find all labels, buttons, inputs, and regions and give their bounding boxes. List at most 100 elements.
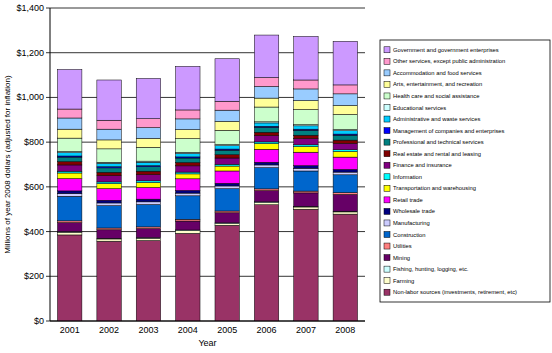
legend-swatch	[384, 208, 390, 214]
legend-label: Professional and technical services	[393, 139, 484, 145]
tick-mark	[46, 97, 50, 98]
legend-label: Health care and social assistance	[393, 93, 479, 99]
bar-segment	[294, 101, 318, 110]
bar-segment	[57, 221, 81, 223]
chart: $0$200$400$600$800$1,000$1,200$1,4002001…	[0, 0, 552, 353]
bar-segment	[294, 209, 318, 321]
tick-label: $1,200	[16, 48, 44, 58]
bar-segment	[57, 235, 81, 321]
bar-segment	[176, 130, 200, 139]
bar-segment	[176, 233, 200, 321]
legend-swatch	[384, 70, 390, 76]
legend-label: Transportation and warehousing	[393, 185, 476, 191]
legend-label: Management of companies and enterprises	[393, 128, 505, 134]
bar-segment	[176, 179, 200, 191]
bar-segment	[333, 131, 357, 134]
bar-segment	[333, 94, 357, 106]
tick-label: $600	[24, 182, 44, 192]
tick-label: $1,000	[16, 92, 44, 102]
bar-segment	[176, 66, 200, 110]
bar-segment	[57, 194, 81, 197]
bar-segment	[294, 166, 318, 169]
bar-segment	[136, 162, 160, 165]
bar-segment	[136, 202, 160, 205]
bar-segment	[136, 175, 160, 181]
bar-segment	[254, 132, 278, 135]
tick-mark	[46, 231, 50, 232]
category-label: 2006	[257, 325, 277, 335]
bar-segment	[97, 163, 121, 166]
bar-segment	[97, 230, 121, 238]
bar-segment	[176, 190, 200, 193]
bar-segment	[97, 140, 121, 149]
bar-segment	[136, 167, 160, 171]
legend-label: Finance and insurance	[393, 162, 452, 168]
bar-segment	[57, 171, 81, 173]
bar-segment	[254, 136, 278, 142]
legend-swatch	[384, 266, 390, 272]
legend-box	[380, 40, 550, 302]
bar-segment	[97, 168, 121, 172]
bar-segment	[254, 189, 278, 191]
bar-segment	[97, 172, 121, 175]
bar-segment	[215, 213, 239, 223]
bar-segment	[176, 196, 200, 219]
bar-segment	[136, 138, 160, 147]
bar-segment	[333, 172, 357, 175]
bar-segment	[97, 182, 121, 184]
bar-segment	[333, 140, 357, 143]
bar-segment	[254, 86, 278, 98]
bar-segment	[333, 175, 357, 193]
legend-label: Fishing, hunting, logging, etc.	[393, 266, 469, 272]
bar-segment	[97, 206, 121, 228]
bar-segment	[176, 166, 200, 172]
legend-label: Utilities	[393, 243, 412, 249]
bar-segment	[294, 147, 318, 153]
legend-swatch	[384, 105, 390, 111]
bar-segment	[97, 203, 121, 206]
bar-segment	[97, 189, 121, 201]
bar-segment	[254, 107, 278, 122]
bar-segment	[176, 154, 200, 157]
legend-label: Information	[393, 174, 422, 180]
bar-segment	[57, 153, 81, 156]
bar-segment	[294, 171, 318, 191]
bar-segment	[333, 194, 357, 211]
legend-label: Other services, except public administra…	[393, 58, 505, 64]
legend-label: Wholesale trade	[393, 208, 435, 214]
bar-segment	[215, 224, 239, 226]
bar-segment	[254, 35, 278, 77]
bar-segment	[215, 211, 239, 213]
tick-mark	[46, 276, 50, 277]
bar-segment	[57, 196, 81, 221]
bar-segment	[333, 41, 357, 85]
bar-segment	[97, 184, 121, 189]
tick-label: $200	[24, 271, 44, 281]
bar-segment	[176, 174, 200, 179]
y-axis-label: Millions of year 2008 dollars (adjusted …	[3, 75, 12, 254]
bar-segment	[333, 214, 357, 321]
bar-segment	[215, 121, 239, 130]
legend-label: Manufacturing	[393, 220, 430, 226]
bar-segment	[176, 193, 200, 196]
category-label: 2004	[178, 325, 198, 335]
category-label: 2008	[335, 325, 355, 335]
bar-segment	[215, 183, 239, 186]
bar-segment	[294, 130, 318, 135]
bar-segment	[215, 101, 239, 110]
legend-swatch	[384, 255, 390, 261]
bar-segment	[254, 142, 278, 144]
legend-label: Construction	[393, 232, 426, 238]
bar-segment	[176, 231, 200, 234]
bar-segment	[215, 130, 239, 144]
bar-segment	[57, 109, 81, 118]
bar-segment	[333, 152, 357, 158]
bar-segment	[254, 168, 278, 189]
bar-segment	[215, 155, 239, 158]
bar-segment	[136, 199, 160, 202]
bar-segment	[136, 128, 160, 139]
bar-segment	[57, 69, 81, 109]
bar-segment	[57, 232, 81, 235]
bar-segment	[254, 127, 278, 132]
bar-segment	[136, 205, 160, 227]
